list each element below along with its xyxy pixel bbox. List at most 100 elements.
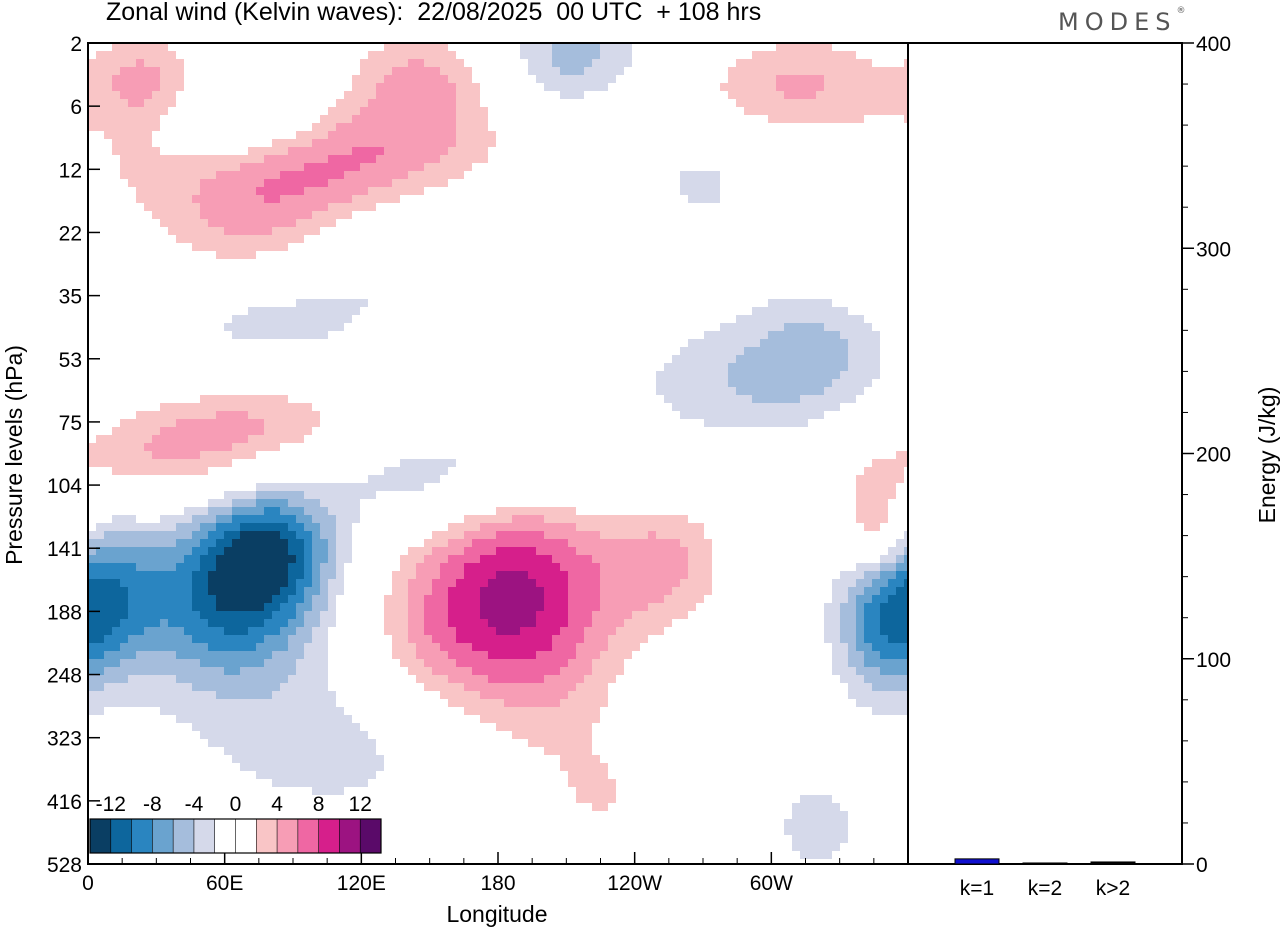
heatmap-cell bbox=[632, 659, 640, 667]
heatmap-cell bbox=[312, 627, 320, 635]
heatmap-cell bbox=[472, 619, 480, 627]
heatmap-cell bbox=[648, 507, 656, 515]
heatmap-cell bbox=[416, 147, 424, 155]
heatmap-cell bbox=[160, 547, 168, 555]
heatmap-cell bbox=[320, 243, 328, 251]
heatmap-cell bbox=[200, 171, 208, 179]
heatmap-cell bbox=[464, 171, 472, 179]
heatmap-cell bbox=[880, 483, 888, 491]
heatmap-cell bbox=[808, 51, 816, 59]
heatmap-cell bbox=[280, 211, 288, 219]
heatmap-cell bbox=[208, 427, 216, 435]
heatmap-cell bbox=[704, 619, 712, 627]
heatmap-cell bbox=[440, 715, 448, 723]
heatmap-cell bbox=[488, 643, 496, 651]
heatmap-cell bbox=[440, 163, 448, 171]
heatmap-cell bbox=[320, 179, 328, 187]
heatmap-cell bbox=[184, 163, 192, 171]
heatmap-cell bbox=[696, 411, 704, 419]
heatmap-cell bbox=[312, 163, 320, 171]
heatmap-cell bbox=[560, 499, 568, 507]
heatmap-cell bbox=[600, 43, 608, 51]
heatmap-cell bbox=[192, 579, 200, 587]
heatmap-cell bbox=[192, 379, 200, 387]
heatmap-cell bbox=[672, 651, 680, 659]
heatmap-cell bbox=[408, 475, 416, 483]
heatmap-cell bbox=[512, 339, 520, 347]
heatmap-cell bbox=[240, 563, 248, 571]
heatmap-cell bbox=[872, 619, 880, 627]
heatmap-cell bbox=[376, 91, 384, 99]
heatmap-cell bbox=[752, 347, 760, 355]
heatmap-cell bbox=[88, 699, 96, 707]
heatmap-cell bbox=[248, 723, 256, 731]
heatmap-cell bbox=[200, 51, 208, 59]
heatmap-cell bbox=[384, 651, 392, 659]
heatmap-cell bbox=[560, 299, 568, 307]
heatmap-cell bbox=[576, 619, 584, 627]
heatmap-cell bbox=[248, 691, 256, 699]
heatmap-cell bbox=[488, 627, 496, 635]
heatmap-cell bbox=[216, 467, 224, 475]
heatmap-cell bbox=[344, 539, 352, 547]
heatmap-cell bbox=[680, 603, 688, 611]
heatmap-cell bbox=[280, 123, 288, 131]
heatmap-cell bbox=[784, 347, 792, 355]
heatmap-cell bbox=[248, 203, 256, 211]
heatmap-cell bbox=[104, 219, 112, 227]
heatmap-cell bbox=[760, 419, 768, 427]
heatmap-cell bbox=[496, 699, 504, 707]
heatmap-cell bbox=[280, 683, 288, 691]
heatmap-cell bbox=[336, 547, 344, 555]
heatmap-cell bbox=[200, 539, 208, 547]
heatmap-cell bbox=[352, 83, 360, 91]
heatmap-cell bbox=[256, 483, 264, 491]
heatmap-cell bbox=[648, 683, 656, 691]
heatmap-cell bbox=[800, 83, 808, 91]
heatmap-cell bbox=[328, 147, 336, 155]
heatmap-cell bbox=[784, 299, 792, 307]
heatmap-cell bbox=[488, 83, 496, 91]
heatmap-cell bbox=[152, 467, 160, 475]
heatmap-cell bbox=[128, 643, 136, 651]
heatmap-cell bbox=[552, 499, 560, 507]
heatmap-cell bbox=[864, 499, 872, 507]
heatmap-cell bbox=[400, 179, 408, 187]
heatmap-cell bbox=[488, 323, 496, 331]
heatmap-cell bbox=[368, 627, 376, 635]
heatmap-cell bbox=[800, 115, 808, 123]
heatmap-cell bbox=[104, 611, 112, 619]
heatmap-cell bbox=[264, 419, 272, 427]
heatmap-cell bbox=[736, 51, 744, 59]
heatmap-cell bbox=[408, 43, 416, 51]
heatmap-cell bbox=[296, 187, 304, 195]
heatmap-cell bbox=[328, 59, 336, 67]
heatmap-cell bbox=[640, 523, 648, 531]
heatmap-cell bbox=[224, 179, 232, 187]
heatmap-cell bbox=[232, 203, 240, 211]
heatmap-cell bbox=[112, 459, 120, 467]
heatmap-cell bbox=[904, 667, 908, 675]
heatmap-cell bbox=[192, 651, 200, 659]
heatmap-cell bbox=[472, 515, 480, 523]
heatmap-cell bbox=[272, 259, 280, 267]
heatmap-cell bbox=[272, 187, 280, 195]
heatmap-cell bbox=[872, 531, 880, 539]
heatmap-cell bbox=[240, 467, 248, 475]
heatmap-cell bbox=[320, 659, 328, 667]
heatmap-cell bbox=[432, 475, 440, 483]
heatmap-cell bbox=[208, 227, 216, 235]
heatmap-cell bbox=[280, 571, 288, 579]
heatmap-cell bbox=[712, 387, 720, 395]
heatmap-cell bbox=[288, 147, 296, 155]
heatmap-cell bbox=[136, 211, 144, 219]
heatmap-cell bbox=[880, 579, 888, 587]
heatmap-cell bbox=[784, 123, 792, 131]
heatmap-cell bbox=[216, 667, 224, 675]
heatmap-cell bbox=[736, 555, 744, 563]
heatmap-cell bbox=[192, 635, 200, 643]
heatmap-cell bbox=[336, 147, 344, 155]
heatmap-cell bbox=[560, 667, 568, 675]
heatmap-cell bbox=[504, 163, 512, 171]
heatmap-cell bbox=[472, 683, 480, 691]
